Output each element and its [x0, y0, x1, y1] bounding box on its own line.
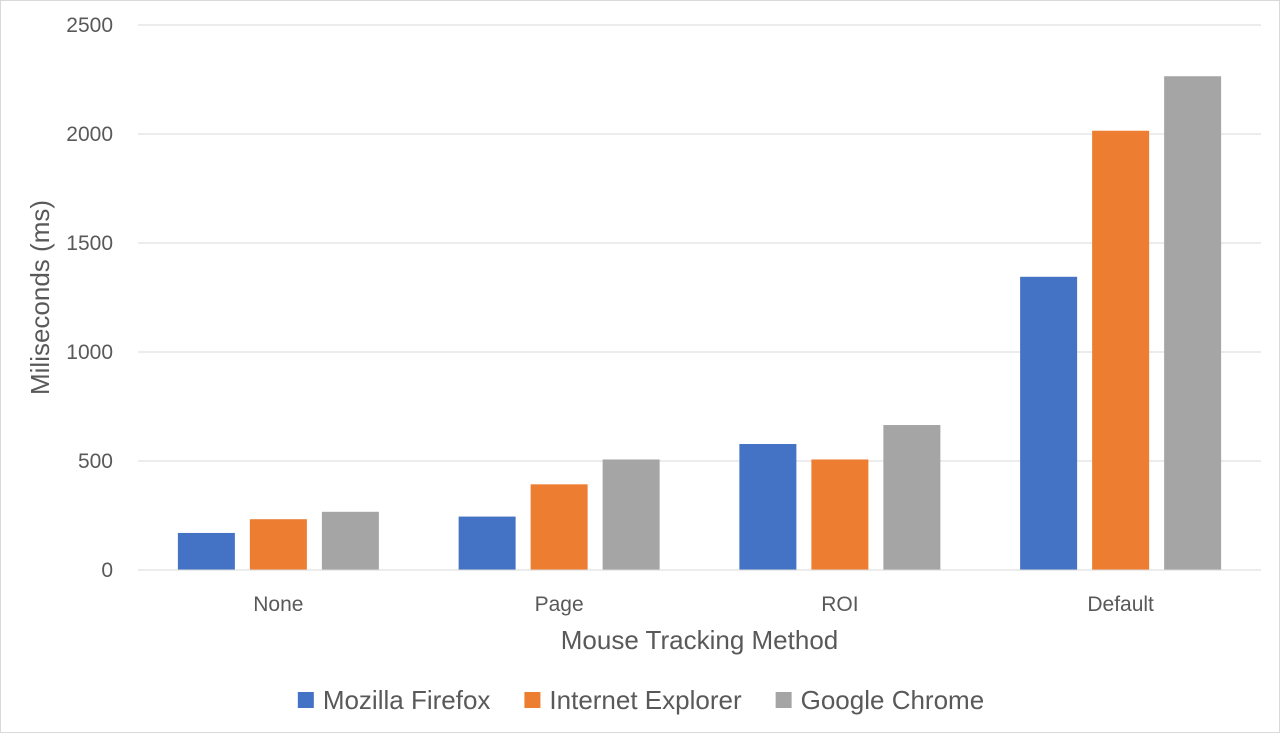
legend-swatch: [524, 692, 541, 708]
bar-mozilla-firefox-none: [177, 532, 235, 570]
x-axis-categories: None Page ROI Default: [253, 593, 1154, 616]
legend-swatch: [297, 692, 314, 708]
bar-internet-explorer-roi: [811, 459, 869, 570]
bars: [177, 76, 1222, 571]
legend: Mozilla Firefox Internet Explorer Google C…: [297, 685, 985, 715]
y-tick-label: 1500: [66, 232, 113, 255]
legend-item-internet-explorer: Internet Explorer: [524, 685, 742, 715]
bar-google-chrome-roi: [883, 425, 941, 570]
y-tick-label: 2500: [66, 14, 113, 37]
x-axis-title: Mouse Tracking Method: [561, 625, 838, 655]
y-axis-title: Miliseconds (ms): [25, 200, 55, 395]
y-tick-label: 500: [78, 450, 113, 473]
legend-label: Internet Explorer: [549, 685, 742, 715]
bar-mozilla-firefox-roi: [739, 443, 797, 570]
x-category-label: ROI: [821, 593, 858, 616]
legend-label: Google Chrome: [801, 685, 985, 715]
legend-swatch: [775, 692, 792, 708]
bar-internet-explorer-default: [1092, 130, 1150, 571]
x-category-label: Default: [1087, 593, 1154, 616]
bar-google-chrome-none: [321, 511, 379, 570]
bar-internet-explorer-page: [530, 484, 588, 570]
y-tick-label: 0: [101, 559, 113, 582]
bar-google-chrome-page: [602, 459, 660, 570]
bar-mozilla-firefox-default: [1020, 276, 1078, 570]
y-tick-label: 2000: [66, 123, 113, 146]
y-axis-ticks: 0 500 1000 1500 2000 2500: [66, 14, 113, 582]
x-category-label: None: [253, 593, 303, 616]
legend-label: Mozilla Firefox: [323, 685, 491, 715]
legend-item-mozilla-firefox: Mozilla Firefox: [297, 685, 491, 715]
x-category-label: Page: [535, 593, 584, 616]
bar-mozilla-firefox-page: [458, 516, 516, 570]
bar-internet-explorer-none: [249, 519, 307, 570]
bar-google-chrome-default: [1164, 76, 1222, 570]
legend-item-google-chrome: Google Chrome: [775, 685, 985, 715]
y-tick-label: 1000: [66, 341, 113, 364]
